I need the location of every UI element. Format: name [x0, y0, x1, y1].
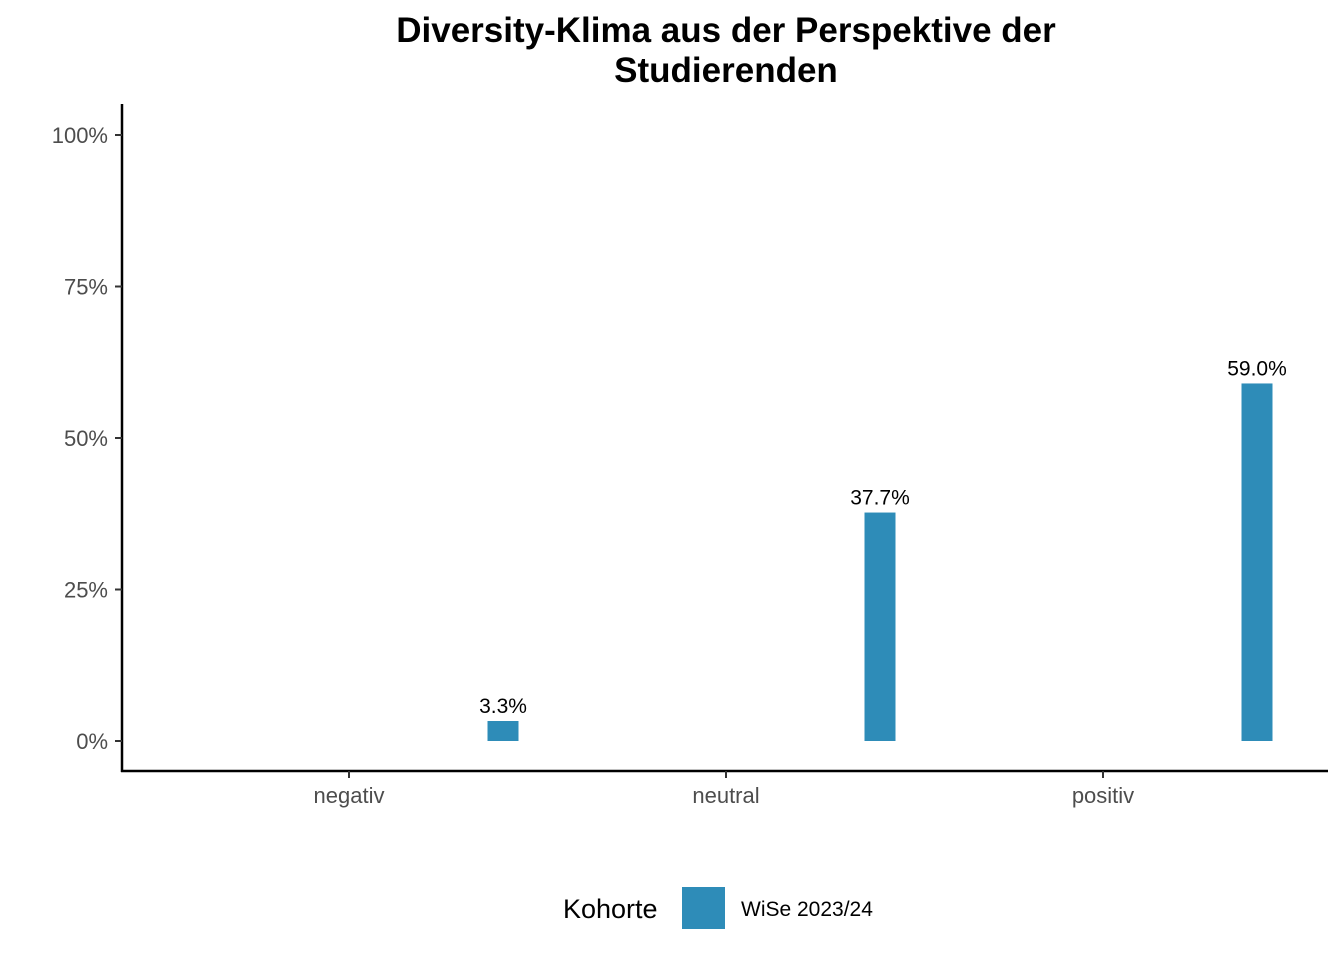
legend-label: WiSe 2023/24: [741, 898, 873, 921]
y-tick-label: 100%: [52, 123, 108, 148]
bar-positiv: [1241, 383, 1273, 741]
y-tick-label: 75%: [64, 275, 108, 300]
legend-title: Kohorte: [563, 894, 658, 924]
y-axis: 0% 25% 50% 75% 100%: [52, 104, 124, 772]
legend: Kohorte WiSe 2023/24: [563, 887, 873, 929]
x-tick-label-neutral: neutral: [692, 783, 759, 808]
legend-swatch: [682, 887, 725, 929]
data-labels: 3.3% 37.7% 59.0%: [479, 357, 1287, 718]
chart-title-line-1: Diversity-Klima aus der Perspektive der: [396, 11, 1056, 50]
chart-title: Diversity-Klima aus der Perspektive der …: [396, 11, 1056, 90]
y-tick-label: 50%: [64, 426, 108, 451]
x-tick-label-negativ: negativ: [314, 783, 385, 808]
data-label-positiv: 59.0%: [1227, 357, 1287, 380]
x-tick-label-positiv: positiv: [1072, 783, 1134, 808]
chart-title-line-2: Studierenden: [614, 51, 838, 90]
y-tick-label: 0%: [76, 729, 108, 754]
bars: [487, 383, 1273, 741]
data-label-negativ: 3.3%: [479, 695, 527, 718]
y-tick-label: 25%: [64, 578, 108, 603]
data-label-neutral: 37.7%: [850, 487, 910, 510]
x-axis: negativ neutral positiv: [121, 769, 1328, 808]
bar-negativ: [487, 721, 519, 741]
bar-neutral: [864, 512, 896, 741]
